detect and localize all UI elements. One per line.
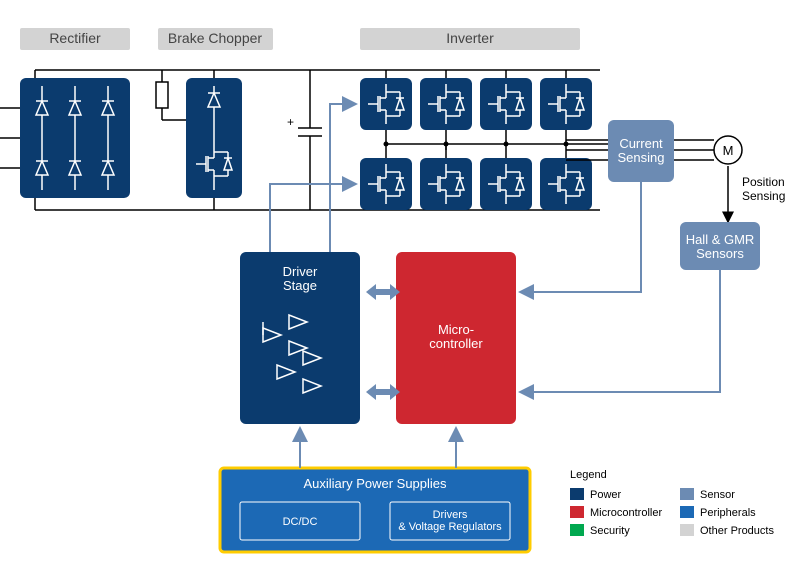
rectifier-block — [20, 78, 130, 198]
svg-text:Brake Chopper: Brake Chopper — [168, 30, 263, 46]
dc-link-capacitor: + — [287, 70, 322, 210]
legend-label: Microcontroller — [590, 507, 662, 519]
igbt-u-high — [360, 78, 412, 130]
microcontroller-block: Micro-controller — [396, 252, 516, 424]
legend-swatch — [570, 506, 584, 518]
driver-stage-block: DriverStage — [240, 252, 360, 424]
position-sensing-label: Position Sensing — [728, 166, 785, 222]
igbt-w-high — [480, 78, 532, 130]
legend-label: Sensor — [700, 489, 735, 501]
igbt-v-high — [420, 78, 472, 130]
svg-text:Legend: Legend — [570, 469, 607, 481]
svg-text:+: + — [287, 115, 294, 129]
signal-hall-to-mcu — [520, 270, 720, 392]
svg-text:Inverter: Inverter — [446, 30, 494, 46]
legend-label: Peripherals — [700, 507, 756, 519]
igbt-v-low — [420, 158, 472, 210]
arrow-driver-micro-bot — [366, 384, 400, 400]
svg-text:DriverStage: DriverStage — [283, 264, 318, 293]
legend-label: Other Products — [700, 525, 774, 537]
motor-drive-block-diagram: Rectifier Brake Chopper Inverter — [0, 0, 808, 575]
arrow-driver-micro-top — [366, 284, 400, 300]
svg-text:Rectifier: Rectifier — [49, 30, 101, 46]
legend-swatch — [680, 488, 694, 500]
legend-label: Security — [590, 525, 630, 537]
svg-text:CurrentSensing: CurrentSensing — [618, 136, 665, 165]
legend-swatch — [680, 506, 694, 518]
svg-text:Sensing: Sensing — [742, 189, 785, 203]
legend-swatch — [570, 524, 584, 536]
brake-chopper-block — [186, 78, 242, 198]
driver-to-inverter-signals — [270, 104, 356, 252]
svg-text:DC/DC: DC/DC — [283, 516, 318, 528]
motor-symbol: M — [714, 136, 742, 164]
header-rectifier: Rectifier — [20, 28, 130, 50]
legend-label: Power — [590, 489, 622, 501]
igbt-extra-high — [540, 78, 592, 130]
legend-swatch — [680, 524, 694, 536]
hall-gmr-block: Hall & GMRSensors — [680, 222, 760, 270]
inverter-block — [360, 70, 592, 210]
svg-text:Position: Position — [742, 175, 785, 189]
legend: Legend Power Microcontroller Security Sensor… — [570, 469, 774, 537]
aux-power-block: Auxiliary Power Supplies DC/DC Drivers& … — [220, 468, 530, 552]
igbt-extra-low — [540, 158, 592, 210]
brake-resistor — [156, 70, 186, 120]
svg-text:M: M — [723, 143, 734, 158]
legend-swatch — [570, 488, 584, 500]
svg-text:Auxiliary Power Supplies: Auxiliary Power Supplies — [303, 476, 447, 491]
igbt-u-low — [360, 158, 412, 210]
header-inverter: Inverter — [360, 28, 580, 50]
current-sensing-block: CurrentSensing — [608, 120, 674, 182]
header-brake-chopper: Brake Chopper — [158, 28, 273, 50]
igbt-w-low — [480, 158, 532, 210]
